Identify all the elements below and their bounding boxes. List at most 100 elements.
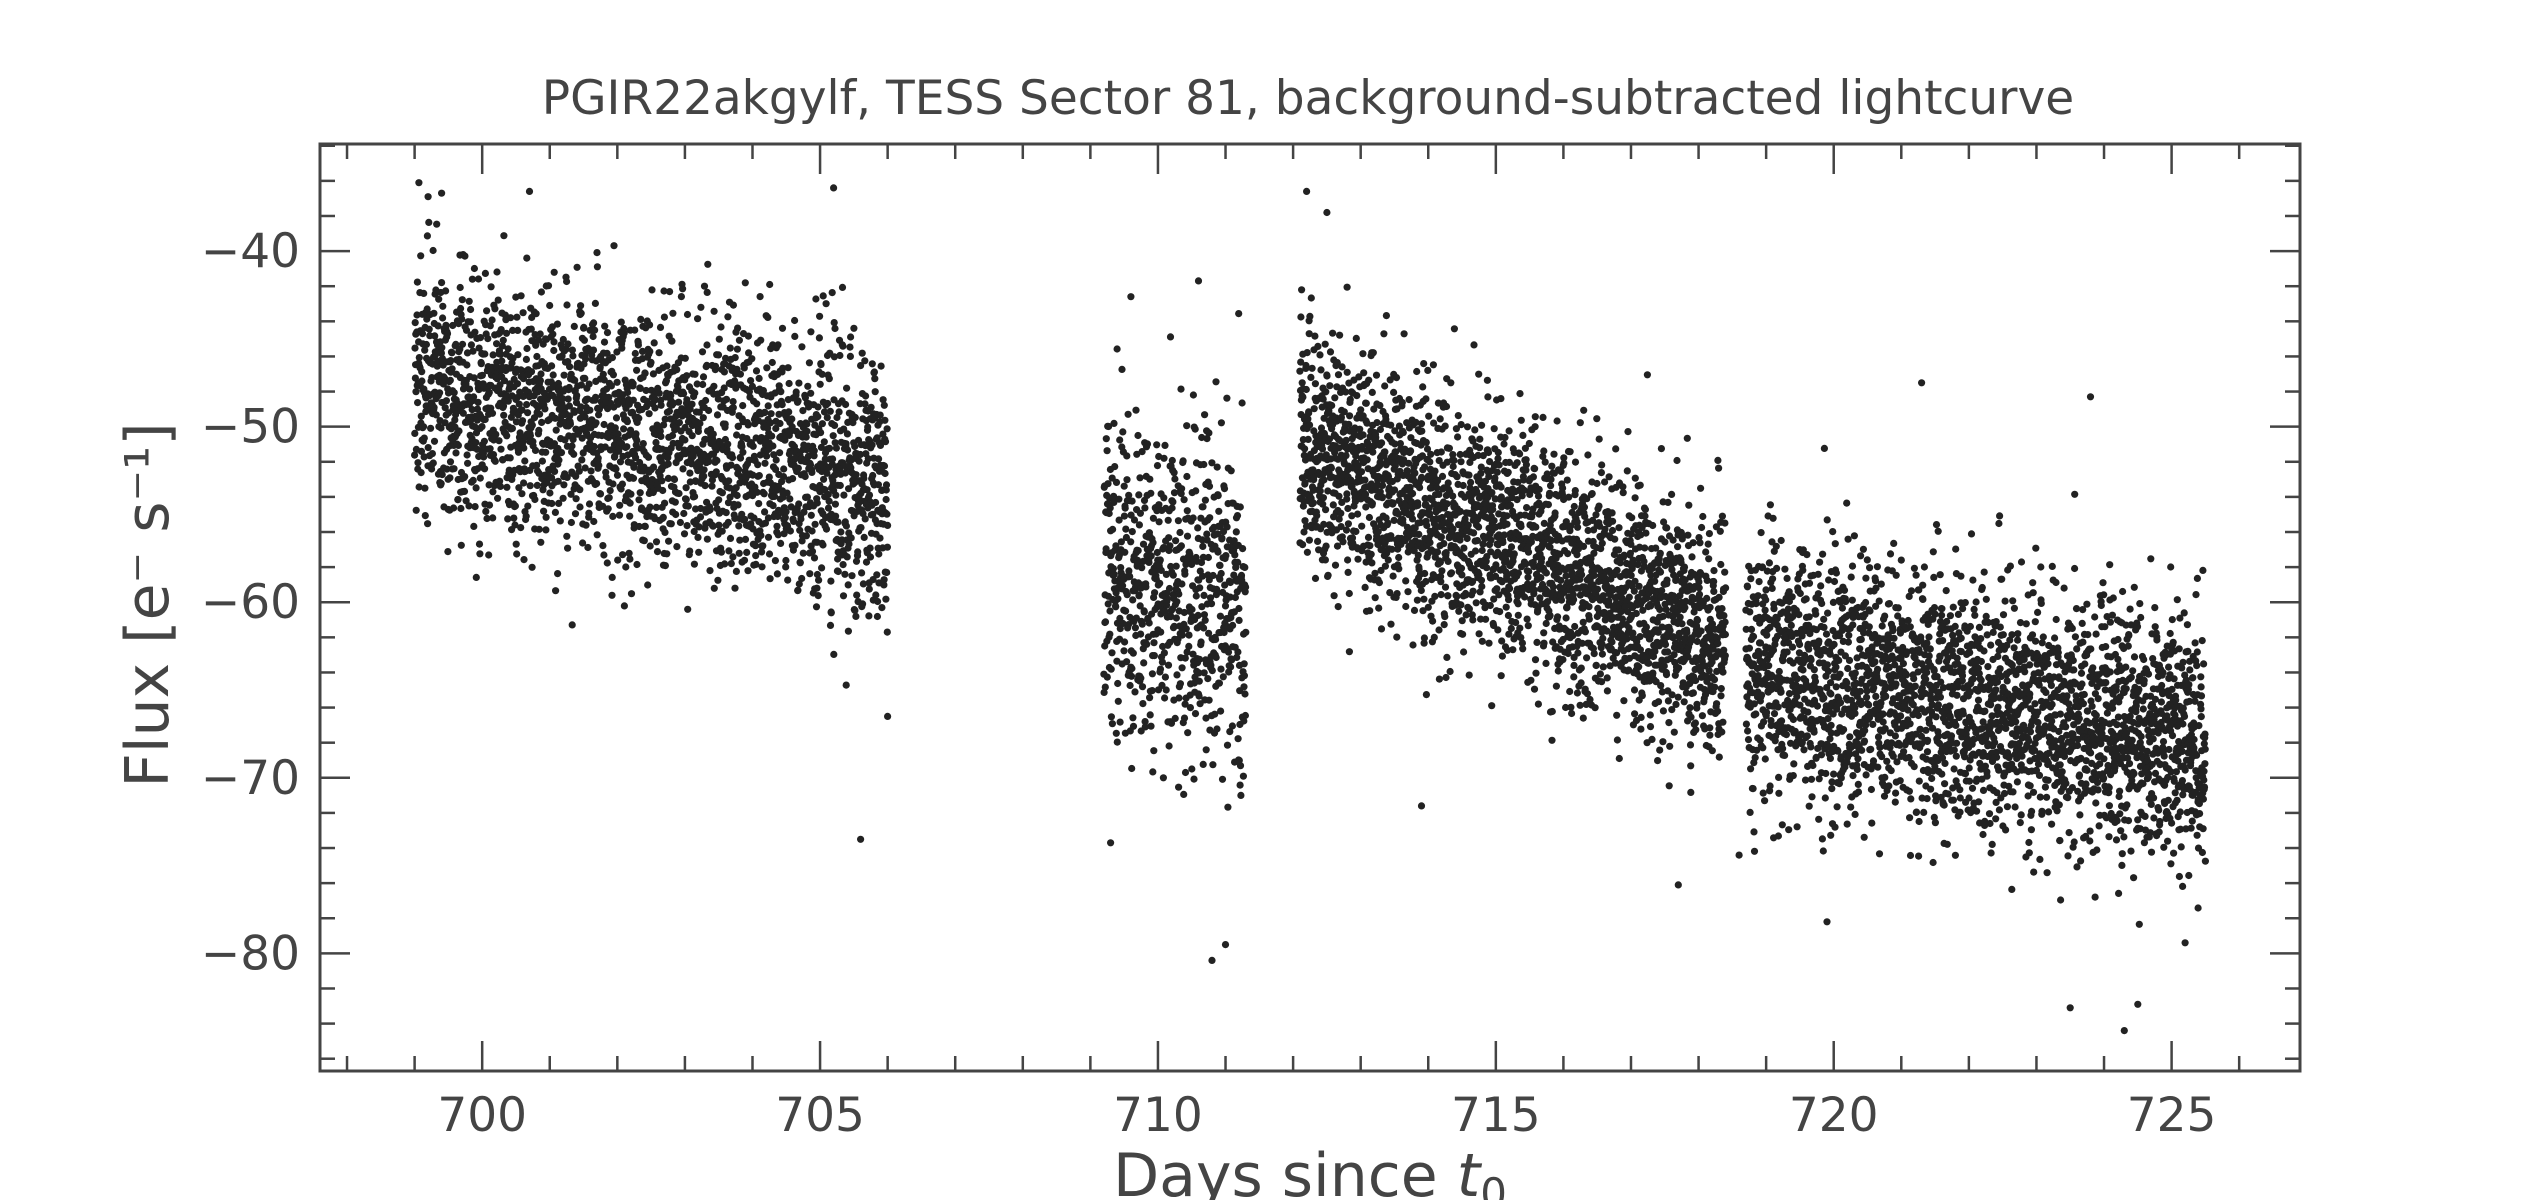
data-point	[1368, 559, 1376, 567]
data-point	[581, 374, 589, 382]
data-point	[1514, 600, 1522, 608]
data-point	[1142, 583, 1150, 591]
data-point	[497, 350, 505, 358]
data-point	[715, 335, 723, 343]
data-point	[1231, 551, 1239, 559]
data-point	[1419, 383, 1427, 391]
data-point	[733, 431, 741, 439]
data-point	[803, 427, 811, 435]
data-point	[749, 442, 757, 450]
data-point	[1127, 538, 1135, 546]
data-point	[1405, 396, 1413, 404]
data-point	[486, 322, 494, 330]
data-point	[1177, 542, 1185, 550]
data-point	[1565, 493, 1573, 501]
data-point	[802, 532, 811, 540]
data-point	[1112, 478, 1121, 486]
data-point	[636, 489, 644, 497]
data-point	[418, 377, 426, 385]
data-point	[514, 448, 523, 456]
data-point	[1418, 473, 1426, 481]
data-point	[732, 567, 741, 576]
data-point	[441, 419, 449, 427]
data-point	[1175, 694, 1183, 702]
data-point	[551, 414, 559, 422]
data-point	[415, 483, 423, 491]
data-point	[872, 498, 880, 507]
data-point	[686, 547, 694, 555]
data-point	[1467, 478, 1475, 486]
data-point	[786, 495, 794, 503]
data-point	[883, 425, 891, 433]
data-point	[1516, 390, 1524, 398]
data-point	[779, 473, 788, 481]
data-point	[508, 326, 517, 334]
data-point	[850, 324, 858, 332]
data-point	[415, 179, 423, 187]
data-point	[478, 371, 486, 379]
data-point	[1503, 520, 1511, 528]
data-point	[610, 242, 618, 250]
data-point	[1537, 574, 1545, 582]
data-point	[626, 555, 634, 563]
data-point	[1493, 585, 1501, 593]
data-point	[709, 522, 717, 530]
data-point	[1172, 614, 1180, 622]
data-point	[599, 370, 607, 378]
data-point	[513, 394, 521, 402]
data-point	[1147, 552, 1155, 560]
data-point	[1317, 366, 1325, 374]
data-point	[1240, 660, 1248, 668]
data-point	[627, 490, 635, 498]
data-point	[1168, 456, 1176, 465]
data-point	[807, 389, 815, 397]
data-point	[1571, 487, 1579, 495]
data-point	[493, 340, 501, 348]
data-point	[1499, 538, 1507, 547]
data-point	[488, 409, 497, 417]
data-point	[577, 309, 585, 317]
data-point	[734, 501, 742, 509]
data-point	[1599, 663, 1607, 671]
data-point	[1381, 382, 1389, 390]
data-point	[1482, 615, 1490, 623]
data-point	[1475, 523, 1483, 531]
data-point	[632, 430, 640, 438]
data-point	[1414, 551, 1422, 559]
data-point	[650, 339, 658, 347]
data-point	[1402, 577, 1410, 585]
data-point	[1384, 556, 1392, 564]
data-point	[799, 407, 807, 415]
data-point	[1240, 672, 1248, 680]
data-point	[808, 527, 816, 535]
data-point	[1599, 634, 1607, 643]
data-point	[1227, 467, 1235, 475]
data-point	[881, 469, 889, 478]
data-point	[818, 564, 826, 572]
data-point	[1522, 461, 1530, 469]
data-point	[1215, 679, 1223, 687]
data-point	[1530, 685, 1539, 693]
data-point	[714, 351, 723, 359]
data-point	[829, 455, 837, 463]
data-point	[814, 403, 822, 411]
data-point	[545, 467, 553, 475]
data-point	[655, 349, 663, 357]
data-point	[1514, 611, 1522, 619]
data-point	[1339, 538, 1347, 546]
data-point	[1381, 562, 1389, 570]
data-point	[831, 421, 839, 429]
data-point	[839, 561, 847, 569]
data-point	[703, 288, 711, 296]
data-point	[458, 296, 466, 304]
data-point	[766, 419, 775, 427]
data-point	[1323, 372, 1331, 380]
data-point	[1129, 714, 1137, 722]
data-point	[836, 481, 844, 490]
data-point	[1136, 474, 1144, 482]
data-point	[777, 539, 785, 548]
data-point	[810, 447, 818, 455]
data-point	[759, 387, 768, 395]
data-point	[1176, 680, 1184, 688]
data-point	[519, 309, 527, 317]
